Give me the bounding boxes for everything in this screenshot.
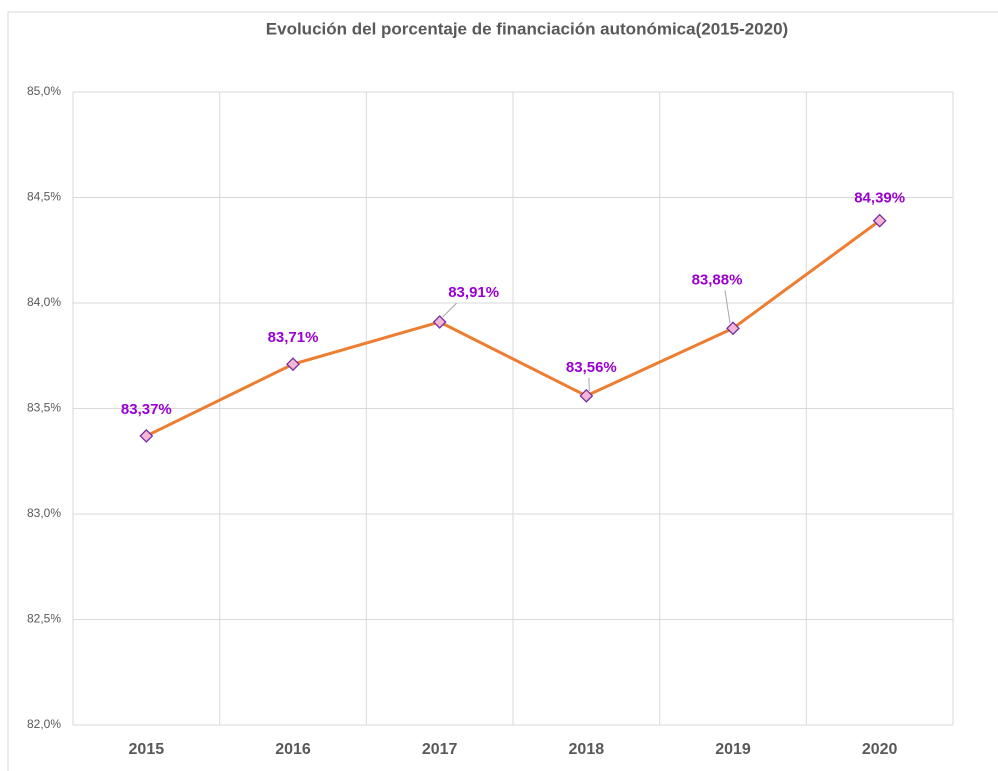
y-tick-label: 84,0% — [27, 295, 61, 309]
data-label: 83,56% — [566, 359, 617, 376]
y-tick-label: 82,0% — [27, 717, 61, 731]
data-label: 84,39% — [854, 190, 905, 207]
chart-frame — [7, 11, 998, 771]
x-tick-label: 2015 — [129, 741, 165, 758]
x-tick-label: 2016 — [275, 741, 311, 758]
x-tick-label: 2017 — [422, 741, 458, 758]
leader-line — [724, 290, 731, 324]
leader-line — [588, 377, 590, 391]
chart-title: Evolución del porcentaje de financiación… — [266, 19, 788, 38]
x-tick-label: 2020 — [862, 741, 898, 758]
series-line — [145, 219, 881, 438]
marker — [432, 315, 447, 329]
marker — [139, 429, 154, 443]
marker — [726, 321, 740, 336]
data-label: 83,88% — [692, 271, 743, 288]
x-tick-label: 2019 — [715, 741, 751, 758]
y-tick-label: 85,0% — [27, 84, 61, 98]
marker — [872, 213, 887, 228]
data-label: 83,91% — [448, 284, 499, 301]
marker — [579, 388, 594, 403]
data-label: 83,71% — [268, 329, 319, 346]
x-tick-label: 2018 — [569, 741, 605, 758]
leader-line — [442, 302, 458, 318]
data-label: 83,37% — [121, 401, 172, 418]
y-tick-label: 82,5% — [27, 612, 61, 626]
y-tick-label: 83,5% — [27, 401, 61, 415]
y-tick-label: 83,0% — [27, 506, 61, 520]
y-tick-label: 84,5% — [27, 190, 61, 204]
marker — [286, 357, 300, 372]
